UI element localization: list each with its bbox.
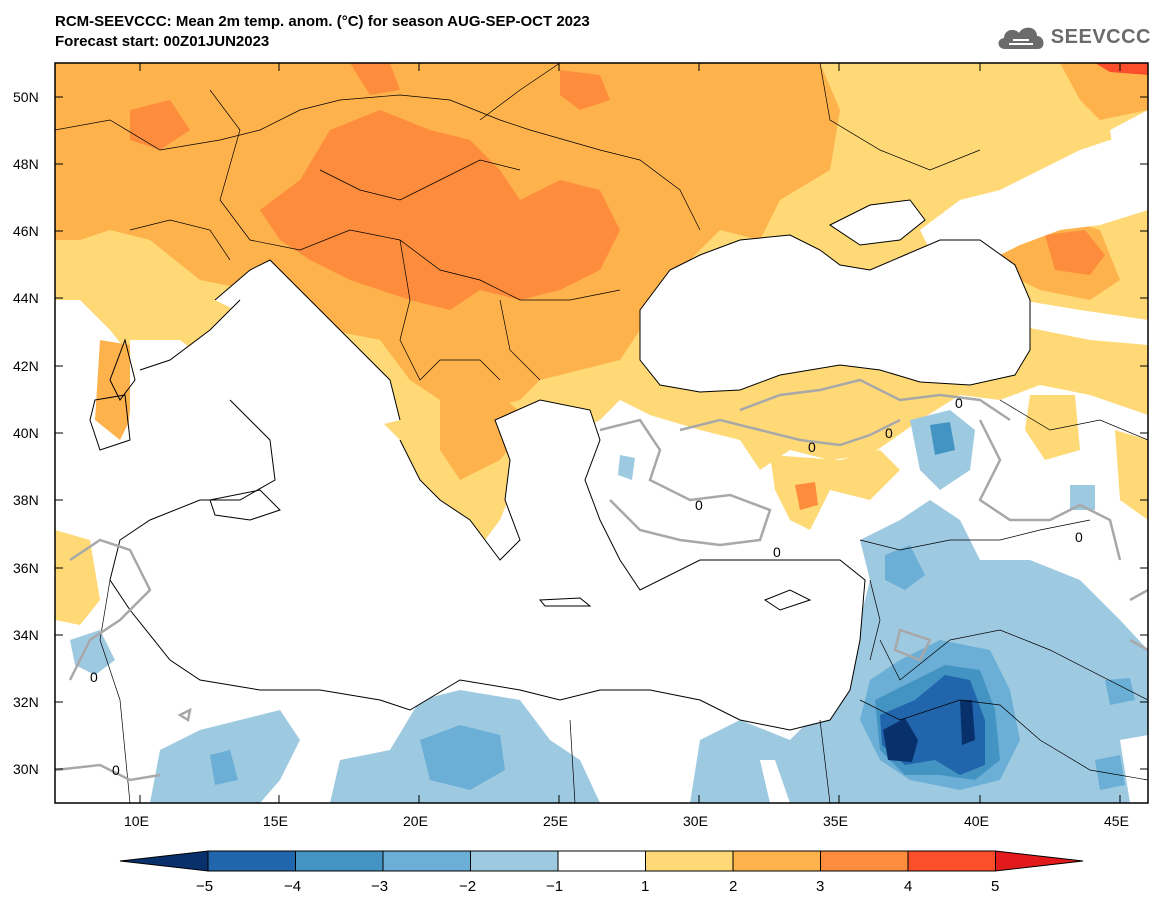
coastlines bbox=[89, 199, 1031, 731]
colorbar-m1-1 bbox=[557, 850, 646, 872]
colorbar-tick: −5 bbox=[196, 878, 213, 895]
lon-label: 10E bbox=[124, 813, 149, 829]
colorbar-2-3 bbox=[732, 850, 821, 872]
colorbar-1-2 bbox=[645, 850, 734, 872]
zero-contours bbox=[55, 378, 1148, 782]
title-line-2: Forecast start: 00Z01JUN2023 bbox=[55, 33, 270, 50]
colorbar-tick: 2 bbox=[729, 878, 737, 895]
latitude-axis: 50N 48N 46N 44N 42N 40N 38N 36N 34N 32N … bbox=[13, 89, 1148, 777]
lat-label: 42N bbox=[13, 358, 39, 374]
mediterranean-sea bbox=[110, 290, 865, 730]
seevccc-logo: SEEVCCC bbox=[995, 22, 1151, 52]
colorbar-tick: −4 bbox=[284, 878, 301, 895]
colorbar-lt-m5 bbox=[119, 850, 209, 872]
colorbar-4-5 bbox=[907, 850, 996, 872]
lat-label: 36N bbox=[13, 560, 39, 576]
colorbar-m2-m1 bbox=[470, 850, 559, 872]
lat-label: 32N bbox=[13, 694, 39, 710]
longitude-axis: 10E 15E 20E 25E 30E 35E 40E 45E bbox=[124, 63, 1129, 829]
contour-label: 0 bbox=[885, 425, 893, 441]
contour-label: 0 bbox=[112, 762, 120, 778]
contour-label: 0 bbox=[695, 497, 703, 513]
lon-label: 20E bbox=[403, 813, 428, 829]
black-sea bbox=[640, 235, 1030, 392]
logo-text: SEEVCCC bbox=[1050, 25, 1151, 48]
colorbar-tick: −3 bbox=[371, 878, 388, 895]
lat-label: 38N bbox=[13, 492, 39, 508]
chart-title: RCM-SEEVCCC: Mean 2m temp. anom. (°C) fo… bbox=[55, 12, 590, 52]
anomaly-band-3-4 bbox=[260, 110, 620, 310]
colorbar-m4-m3 bbox=[295, 850, 384, 872]
contour-label: 0 bbox=[955, 395, 963, 411]
colorbar-m5-m4 bbox=[207, 850, 296, 872]
colorbar-ticks: −5 −4 −3 −2 −1 1 2 3 4 5 bbox=[196, 878, 999, 895]
lat-label: 50N bbox=[13, 89, 39, 105]
contour-label: 0 bbox=[808, 439, 816, 455]
title-line-1: RCM-SEEVCCC: Mean 2m temp. anom. (°C) fo… bbox=[55, 13, 590, 30]
colorbar-tick: 1 bbox=[641, 878, 649, 895]
colorbar bbox=[119, 850, 1084, 872]
colorbar-tick: 3 bbox=[816, 878, 824, 895]
colorbar-tick: 5 bbox=[991, 878, 999, 895]
lon-label: 15E bbox=[263, 813, 288, 829]
lat-label: 46N bbox=[13, 223, 39, 239]
colorbar-3-4 bbox=[820, 850, 909, 872]
lat-label: 30N bbox=[13, 761, 39, 777]
lat-label: 48N bbox=[13, 156, 39, 172]
colorbar-tick: −1 bbox=[546, 878, 563, 895]
lat-label: 44N bbox=[13, 290, 39, 306]
adriatic-sea bbox=[215, 260, 400, 425]
anomaly-band-lt-m5 bbox=[883, 718, 918, 762]
contour-label: 0 bbox=[90, 669, 98, 685]
colorbar-gt-5 bbox=[995, 850, 1084, 872]
lat-label: 40N bbox=[13, 425, 39, 441]
colorbar-tick: −2 bbox=[459, 878, 476, 895]
contour-label: 0 bbox=[773, 544, 781, 560]
cloud-icon bbox=[998, 27, 1044, 49]
country-borders bbox=[55, 63, 1148, 803]
lon-label: 45E bbox=[1104, 813, 1129, 829]
lon-label: 40E bbox=[964, 813, 989, 829]
colorbar-m3-m2 bbox=[382, 850, 471, 872]
lon-label: 25E bbox=[543, 813, 568, 829]
lat-label: 34N bbox=[13, 627, 39, 643]
colorbar-tick: 4 bbox=[904, 878, 912, 895]
lon-label: 30E bbox=[683, 813, 708, 829]
lon-label: 35E bbox=[823, 813, 848, 829]
contour-label: 0 bbox=[1075, 529, 1083, 545]
